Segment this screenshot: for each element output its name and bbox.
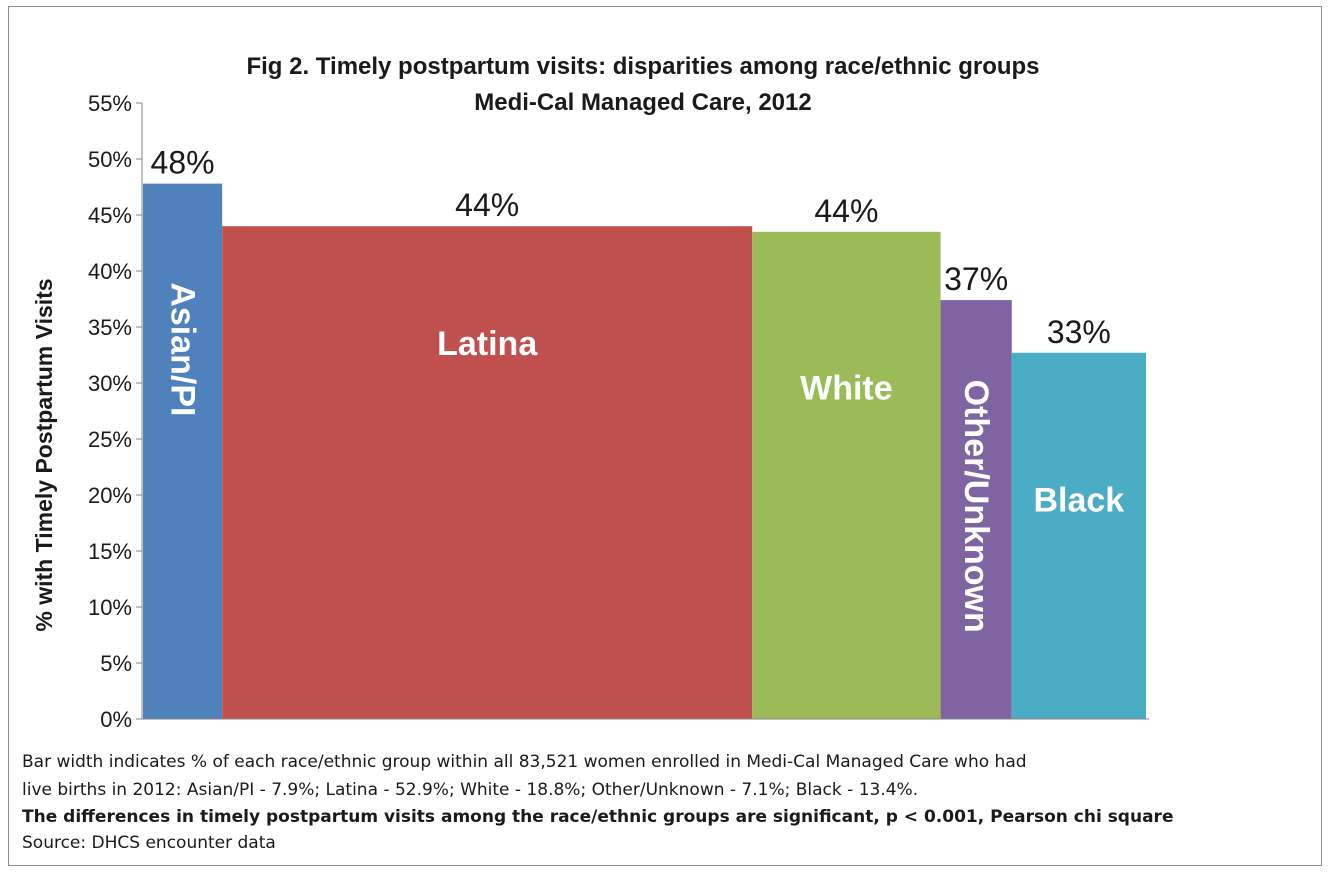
chart-frame: Fig 2. Timely postpartum visits: dispari… [8,6,1322,866]
y-tick-label: 25% [88,427,132,452]
y-tick-label: 10% [88,595,132,620]
bar-black [1011,352,1146,719]
value-label: 37% [944,261,1008,297]
bar-other-unknown [940,300,1012,719]
chart-subtitle: Medi-Cal Managed Care, 2012 [474,89,811,116]
y-tick-label: 15% [88,539,132,564]
bar-asian-pi [143,183,223,719]
chart: Fig 2. Timely postpartum visits: dispari… [31,53,1149,732]
y-tick-label: 45% [88,203,132,228]
category-label: White [800,370,893,408]
y-tick-label: 5% [100,651,132,676]
y-axis-ticks: 0% 5% 10% 15% 20% 25% 30% 35% 40% 45% 50% 55% [88,91,142,732]
data-labels: 48% Asian/PI 44% Latina 44% White 37% Other/Unk… [151,145,1125,633]
category-label: Black [1033,482,1124,520]
y-tick-label: 35% [88,315,132,340]
y-tick-label: 50% [88,147,132,172]
bar-latina [222,226,753,719]
bars [143,183,1146,720]
bar-white [752,231,941,720]
chart-title: Fig 2. Timely postpartum visits: dispari… [246,53,1039,80]
value-label: 44% [814,193,878,229]
footnote-group-shares: live births in 2012: Asian/PI - 7.9%; La… [22,780,919,800]
category-label: Other/Unknown [957,380,995,633]
y-tick-label: 55% [88,91,132,116]
y-tick-label: 0% [100,707,132,732]
value-label: 33% [1047,314,1111,350]
category-label: Latina [437,325,538,363]
footnote-source: Source: DHCS encounter data [22,833,276,853]
y-tick-label: 40% [88,259,132,284]
category-label: Asian/PI [164,282,202,416]
footnote-bar-width: Bar width indicates % of each race/ethni… [22,752,1027,772]
y-axis-label: % with Timely Postpartum Visits [31,278,57,631]
footnote-significance: The differences in timely postpartum vis… [22,807,1174,827]
value-label: 44% [455,187,519,223]
value-label: 48% [151,145,215,181]
y-tick-label: 30% [88,371,132,396]
y-tick-label: 20% [88,483,132,508]
